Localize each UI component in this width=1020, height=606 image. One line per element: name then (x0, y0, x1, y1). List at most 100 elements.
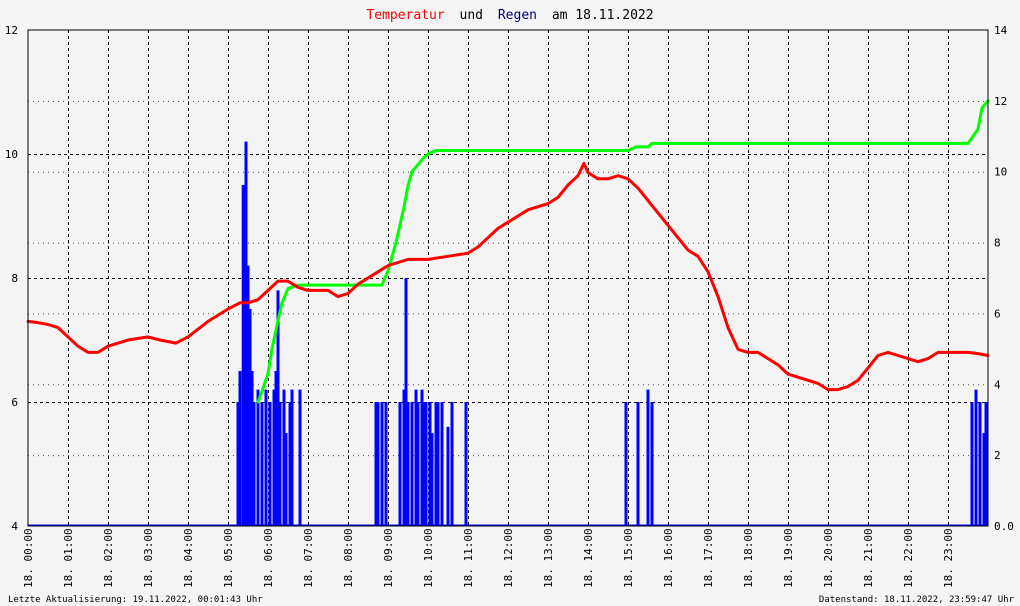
temperature-point (447, 255, 449, 258)
x-tick-label: 18. 01:00 (62, 528, 75, 588)
y-right-tick-label: 10 (994, 166, 1007, 179)
rain-cumulative-point (257, 401, 259, 403)
rain-rate-bar (650, 402, 654, 526)
temperature-point (747, 351, 749, 354)
temperature-point (867, 367, 869, 369)
temperature-point (967, 351, 969, 354)
title-rain: Regen (498, 8, 537, 23)
y-left-tick-label: 10 (5, 148, 18, 161)
temperature-point (537, 205, 539, 208)
rain-cumulative-point (667, 142, 669, 145)
rain-rate-bar (278, 402, 282, 526)
x-tick-label: 18. 10:00 (422, 528, 435, 588)
y-right-tick-label: 4 (994, 378, 1001, 391)
temperature-point (837, 388, 839, 391)
rain-cumulative-point (627, 149, 629, 152)
temperature-point (857, 379, 859, 382)
x-tick-label: 18. 04:00 (182, 528, 195, 588)
rain-cumulative-point (747, 142, 749, 145)
title-temperature: Temperatur (366, 8, 444, 23)
rain-cumulative-point (387, 270, 389, 272)
rain-rate-bar (440, 402, 444, 526)
temperature-point (827, 388, 829, 391)
temperature-point (937, 351, 939, 354)
x-tick-label: 18. 12:00 (502, 528, 515, 588)
temperature-point (37, 321, 39, 324)
temperature-point (727, 326, 729, 329)
rain-rate-bar (282, 389, 286, 526)
y-axis-left: 4 6 8 10 12 (5, 24, 19, 533)
temperature-point (107, 345, 109, 348)
rain-rate-bar (250, 371, 254, 526)
temperature-point (247, 302, 249, 304)
temperature-point (907, 357, 909, 360)
y-right-tick-label: 6 (994, 307, 1001, 320)
temperature-point (583, 162, 585, 165)
rain-cumulative-point (267, 372, 269, 375)
rain-rate-bar (374, 402, 378, 526)
temperature-point (337, 295, 339, 298)
rain-rate-bar (256, 389, 260, 526)
rain-rate-bar (268, 402, 272, 526)
rain-rate-bar (646, 389, 650, 526)
x-tick-label: 18. 14:00 (582, 528, 595, 588)
rain-rate-bar (982, 433, 986, 526)
rain-rate-bar (434, 402, 438, 526)
chart-title: Temperatur und Regen am 18.11.2022 (366, 8, 653, 23)
rain-rate-bar (406, 402, 410, 526)
temperature-point (57, 326, 59, 329)
y-right-tick-label: 0.0 (994, 520, 1014, 533)
rain-cumulative-point (261, 390, 263, 393)
rain-rate-bar (636, 402, 640, 526)
temperature-point (477, 246, 479, 248)
temperature-point (239, 302, 241, 304)
temperature-point (957, 351, 959, 354)
rain-rate-bar (978, 402, 982, 526)
rain-rate-bar (404, 278, 408, 526)
rain-rate-bar (272, 389, 276, 526)
rain-rate-bar (414, 389, 418, 526)
temperature-point (147, 336, 149, 338)
x-tick-label: 18. 03:00 (142, 528, 155, 588)
rain-rate-bar (246, 265, 250, 526)
x-tick-label: 18. 02:00 (102, 528, 115, 588)
temperature-point (127, 339, 129, 341)
rain-rate-bar (974, 389, 978, 526)
rain-rate-bar (298, 389, 302, 526)
rain-rate-bar (422, 402, 426, 526)
rain-rate-bar (274, 371, 278, 526)
temperature-point (257, 298, 259, 301)
temperature-point (327, 289, 329, 292)
rain-cumulative-point (403, 206, 405, 208)
y-left-tick-label: 8 (11, 272, 18, 285)
rain-cumulative-point (607, 149, 609, 152)
rain-rate-bar (624, 402, 628, 526)
temperature-point (297, 286, 299, 289)
temperature-point (487, 236, 489, 239)
temperature-point (897, 354, 899, 357)
temperature-point (577, 174, 579, 177)
x-tick-label: 18. 17:00 (702, 528, 715, 588)
temperature-point (587, 171, 589, 174)
rain-rate-bar (446, 426, 450, 526)
rain-rate-bar (398, 402, 402, 526)
temperature-point (387, 264, 389, 267)
x-tick-label: 18. 05:00 (222, 528, 235, 588)
y-right-tick-label: 12 (994, 95, 1007, 108)
temperature-point (287, 280, 289, 282)
rain-cumulative-point (467, 149, 469, 152)
temperature-point (307, 289, 309, 292)
rain-cumulative-point (367, 284, 369, 286)
rain-cumulative-point (907, 142, 909, 145)
rain-cumulative-point (647, 146, 649, 148)
temperature-point (977, 352, 979, 355)
temperature-point (607, 178, 609, 180)
rain-rate-bar (244, 141, 248, 526)
rain-cumulative-point (399, 224, 401, 226)
temperature-point (787, 373, 789, 375)
x-tick-label: 18. 21:00 (862, 528, 875, 588)
temperature-point (507, 221, 509, 223)
rain-cumulative-point (277, 319, 279, 322)
rain-cumulative-point (427, 153, 429, 155)
